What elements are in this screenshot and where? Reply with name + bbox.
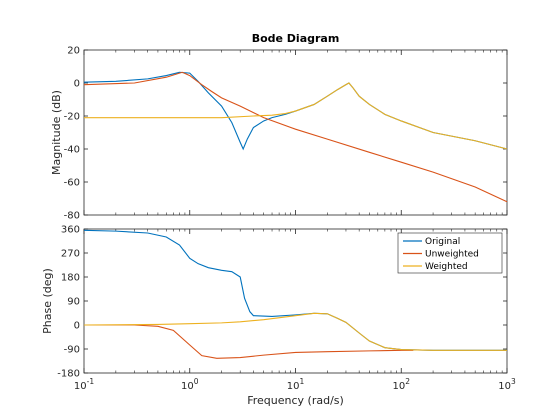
legend-label-unweighted: Unweighted	[425, 250, 479, 260]
magnitude-ytick-label: -60	[64, 178, 80, 189]
phase-ytick-label: 90	[67, 297, 80, 308]
xtick-label: 101	[287, 377, 305, 392]
phase-ytick-label: 360	[61, 225, 80, 236]
chart-title: Bode Diagram	[252, 32, 340, 45]
magnitude-ytick-label: -20	[64, 112, 80, 123]
magnitude-series-unweighted	[83, 71, 508, 203]
magnitude-ytick-label: -80	[64, 211, 80, 222]
phase-ytick-label: 270	[61, 249, 80, 260]
phase-ytick-label: -180	[57, 369, 80, 380]
magnitude-series-weighted	[84, 82, 508, 150]
legend: Original Unweighted Weighted	[397, 232, 503, 274]
legend-label-original: Original	[425, 237, 460, 247]
phase-series-weighted	[83, 312, 507, 351]
phase-ytick-label: 180	[61, 273, 80, 284]
magnitude-axes-box	[83, 49, 508, 216]
frequency-axis-label: Frequency (rad/s)	[247, 394, 344, 407]
xtick-label: 103	[498, 377, 516, 392]
xtick-label: 102	[392, 377, 410, 392]
phase-series-unweighted	[84, 324, 414, 359]
phase-axis-label: Phase (deg)	[41, 268, 54, 334]
magnitude-ytick-label: -40	[64, 145, 80, 156]
phase-ytick-label: -90	[64, 345, 80, 356]
xtick-label: 10-1	[74, 377, 94, 392]
magnitude-ytick-label: 0	[74, 79, 80, 90]
xtick-label: 100	[181, 377, 199, 392]
legend-label-weighted: Weighted	[425, 262, 468, 272]
magnitude-axis-label: Magnitude (dB)	[50, 90, 63, 175]
phase-ytick-label: 0	[74, 321, 80, 332]
magnitude-ytick-label: 20	[67, 46, 80, 57]
